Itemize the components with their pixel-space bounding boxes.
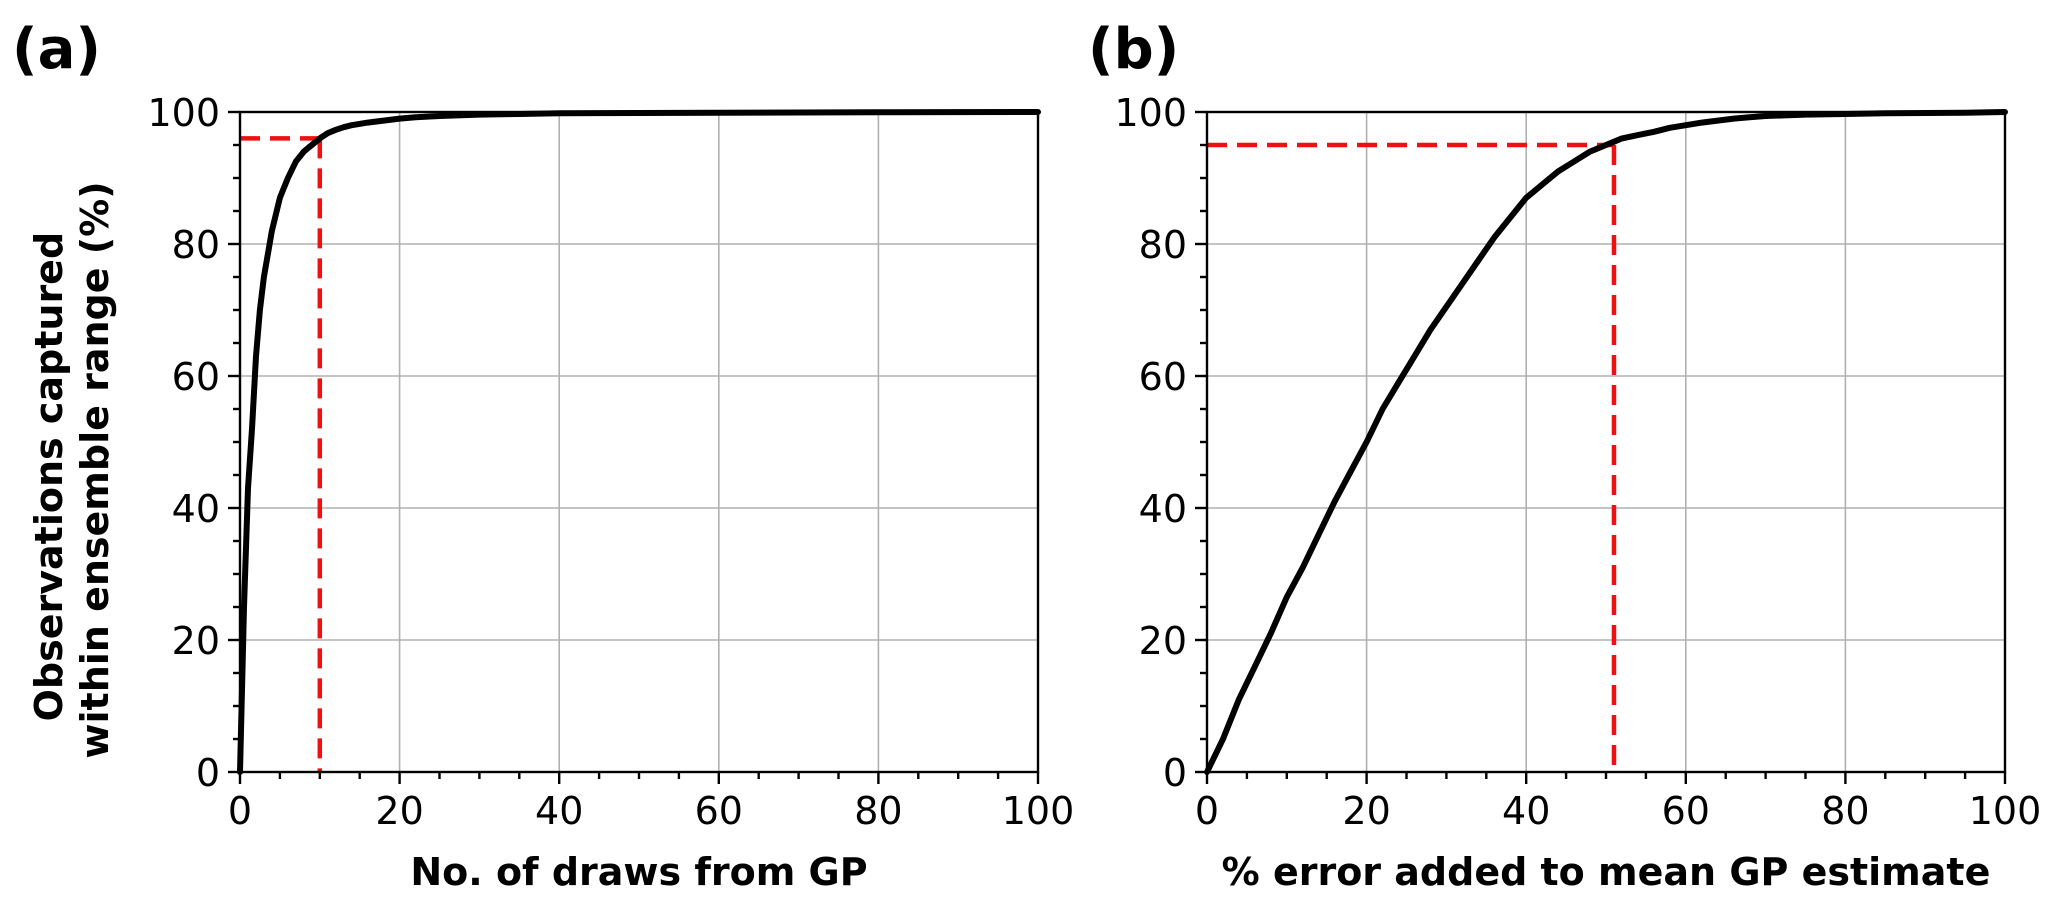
- panel-a-x-tick-label: 60: [695, 789, 743, 833]
- panel-a-grid: [239, 111, 1039, 773]
- panel-a-y-tick-label: 40: [172, 487, 220, 531]
- panel-b-x-tick-label: 20: [1342, 789, 1390, 833]
- panel-b-x-tick-label: 80: [1821, 789, 1869, 833]
- panel-b-y-tick-label: 60: [1139, 355, 1187, 399]
- panel-b-x-tick-label: 40: [1502, 789, 1550, 833]
- y-axis-label-line1: Observations captured: [27, 232, 71, 722]
- y-axis-label: Observations captured within ensemble ra…: [27, 181, 117, 758]
- panel-a-curve: [237, 109, 1041, 775]
- panel-a: (a) 0 20 40 60 80 100 0 20 40 60 80 100 No. of draw…: [12, 17, 1074, 894]
- panel-a-y-tick-label: 80: [172, 223, 220, 267]
- panel-b-frame: [1205, 110, 2007, 774]
- panel-a-y-tick-label: 60: [172, 355, 220, 399]
- panel-a-x-tick-label: 100: [1002, 789, 1075, 833]
- y-axis-label-line2: within ensemble range (%): [73, 181, 117, 758]
- panel-a-y-tick-label: 0: [196, 751, 220, 795]
- panel-a-x-tick-label: 80: [854, 789, 902, 833]
- panel-a-ticks: 0 20 40 60 80 100 0 20 40 60 80 100: [147, 91, 1074, 833]
- panel-a-x-tick-label: 0: [228, 789, 252, 833]
- panel-a-y-tick-label: 100: [147, 91, 220, 135]
- panel-a-frame: [238, 110, 1040, 774]
- panel-b-y-tick-label: 100: [1114, 91, 1187, 135]
- panel-b-x-tick-label: 100: [1969, 789, 2042, 833]
- panel-b-y-tick-label: 80: [1139, 223, 1187, 267]
- panel-b-grid: [1206, 111, 2006, 773]
- panel-b-y-tick-label: 40: [1139, 487, 1187, 531]
- panel-b-ticks: 0 20 40 60 80 100 0 20 40 60 80 100: [1114, 91, 2041, 833]
- panel-a-x-tick-label: 20: [375, 789, 423, 833]
- panel-b-x-tick-label: 0: [1195, 789, 1219, 833]
- panel-b-y-tick-label: 0: [1163, 751, 1187, 795]
- panel-b-y-tick-label: 20: [1139, 619, 1187, 663]
- panel-a-x-tick-label: 40: [535, 789, 583, 833]
- panel-a-x-axis-label: No. of draws from GP: [410, 850, 867, 894]
- panel-b-reference: [1207, 142, 1617, 772]
- panel-a-y-tick-label: 20: [172, 619, 220, 663]
- panel-a-label: (a): [12, 17, 101, 82]
- panel-b-label: (b): [1088, 17, 1179, 82]
- panel-b-x-tick-label: 60: [1662, 789, 1710, 833]
- panel-b-curve: [1204, 109, 2008, 775]
- panel-a-reference: [240, 136, 323, 772]
- panel-b-x-axis-label: % error added to mean GP estimate: [1222, 850, 1991, 894]
- panel-b: (b) 0 20 40 60 80 100 0 20 40 60 80 100 % error add…: [1088, 17, 2041, 894]
